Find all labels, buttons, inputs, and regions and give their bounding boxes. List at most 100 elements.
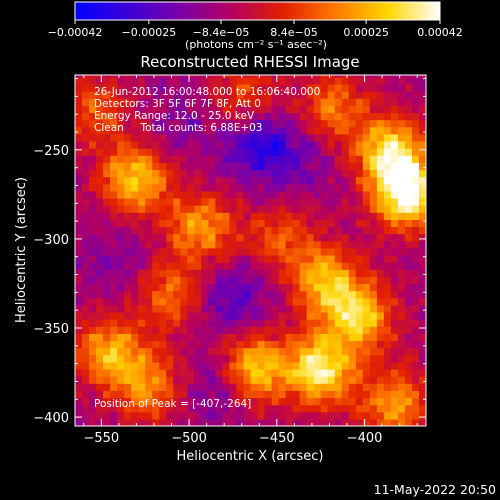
heatmap-cell	[180, 418, 188, 426]
heatmap-cell	[131, 347, 139, 356]
heatmap-cell	[411, 162, 420, 171]
heatmap-cell	[194, 83, 202, 92]
heatmap-cell	[355, 76, 364, 85]
heatmap-cell	[313, 148, 322, 156]
heatmap-cell	[173, 411, 181, 420]
heatmap-cell	[208, 262, 216, 270]
heatmap-cell	[222, 254, 231, 263]
heatmap-cell	[341, 240, 350, 249]
heatmap-cell	[243, 133, 252, 142]
heatmap-cell	[131, 326, 139, 334]
heatmap-cell	[166, 75, 174, 78]
heatmap-cell	[229, 354, 238, 363]
heatmap-cell	[250, 383, 259, 391]
heatmap-cell	[82, 119, 90, 128]
heatmap-cell	[299, 183, 308, 192]
heatmap-cell	[369, 169, 378, 178]
heatmap-cell	[236, 262, 245, 270]
heatmap-cell	[243, 404, 252, 413]
heatmap-cell	[173, 376, 181, 384]
heatmap-cell	[243, 148, 252, 156]
heatmap-cell	[313, 254, 322, 263]
heatmap-cell	[348, 183, 357, 192]
heatmap-cell	[166, 119, 174, 128]
heatmap-cell	[145, 411, 153, 420]
heatmap-cell	[110, 340, 118, 349]
heatmap-cell	[271, 197, 280, 206]
heatmap-cell	[166, 176, 174, 185]
heatmap-cell	[208, 76, 216, 85]
heatmap-cell	[278, 98, 287, 106]
heatmap-cell	[348, 311, 357, 320]
heatmap-cell	[404, 205, 413, 213]
heatmap-cell	[131, 333, 139, 342]
heatmap-cell	[292, 276, 301, 285]
heatmap-cell	[89, 83, 97, 92]
heatmap-cell	[292, 247, 301, 256]
heatmap-cell	[173, 269, 181, 277]
heatmap-cell	[152, 326, 160, 334]
heatmap-cell	[166, 76, 174, 85]
heatmap-cell	[299, 91, 308, 99]
heatmap-cell	[82, 354, 90, 363]
heatmap-cell	[418, 361, 426, 370]
heatmap-cell	[285, 397, 294, 406]
heatmap-cell	[243, 390, 252, 399]
heatmap-cell	[103, 376, 111, 384]
heatmap-cell	[166, 333, 174, 342]
heatmap-cell	[278, 333, 287, 342]
heatmap-cell	[75, 411, 83, 420]
heatmap-cell	[278, 169, 287, 178]
heatmap-cell	[236, 112, 245, 121]
heatmap-cell	[75, 91, 83, 99]
heatmap-cell	[334, 183, 343, 192]
heatmap-cell	[327, 397, 336, 406]
heatmap-cell	[362, 390, 371, 399]
heatmap-cell	[369, 333, 378, 342]
heatmap-cell	[362, 254, 371, 263]
heatmap-cell	[243, 347, 252, 356]
heatmap-cell	[173, 219, 181, 228]
heatmap-cell	[418, 190, 426, 199]
heatmap-cell	[383, 176, 392, 185]
heatmap-cell	[152, 205, 160, 213]
heatmap-cell	[75, 98, 83, 106]
heatmap-cell	[285, 283, 294, 292]
heatmap-cell	[383, 126, 392, 135]
heatmap-cell	[187, 183, 195, 192]
heatmap-cell	[306, 319, 315, 327]
annotation-block: 26-Jun-2012 16:00:48.000 to 16:06:40.000…	[94, 86, 320, 134]
heatmap-cell	[180, 333, 188, 342]
heatmap-cell	[96, 411, 104, 420]
heatmap-cell	[222, 297, 231, 306]
heatmap-cell	[257, 76, 266, 85]
heatmap-cell	[166, 105, 174, 114]
heatmap-cell	[257, 169, 266, 178]
heatmap-cell	[341, 326, 350, 334]
heatmap-cell	[131, 304, 139, 313]
heatmap-cell	[236, 140, 245, 149]
heatmap-cell	[278, 262, 287, 270]
heatmap-cell	[397, 219, 406, 228]
heatmap-cell	[411, 276, 420, 285]
heatmap-cell	[166, 290, 174, 299]
heatmap-cell	[243, 169, 252, 178]
heatmap-cell	[124, 197, 132, 206]
heatmap-cell	[215, 269, 224, 277]
heatmap-cell	[362, 404, 371, 413]
heatmap-cell	[327, 190, 336, 199]
heatmap-cell	[299, 212, 308, 220]
heatmap-cell	[124, 162, 132, 171]
heatmap-cell	[208, 376, 216, 384]
heatmap-cell	[418, 311, 426, 320]
heatmap-cell	[271, 98, 280, 106]
heatmap-cell	[341, 183, 350, 192]
heatmap-cell	[194, 162, 202, 171]
heatmap-cell	[271, 140, 280, 149]
heatmap-cell	[187, 126, 195, 135]
heatmap-cell	[222, 98, 231, 106]
heatmap-cell	[348, 240, 357, 249]
heatmap-cell	[327, 354, 336, 363]
heatmap-cell	[390, 269, 399, 277]
colorbar-tick-label: 0.00042	[417, 26, 463, 39]
